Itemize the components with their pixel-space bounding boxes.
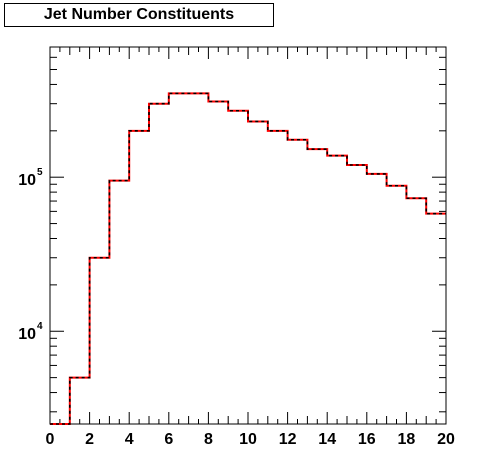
- x-tick-label: 18: [398, 431, 416, 448]
- x-tick-label: 12: [279, 431, 297, 448]
- x-tick-label: 16: [358, 431, 376, 448]
- x-tick-label: 4: [125, 431, 134, 448]
- x-tick-label: 10: [239, 431, 257, 448]
- y-tick-label-exponent: 4: [37, 321, 43, 332]
- x-tick-label: 0: [46, 431, 55, 448]
- x-tick-label: 6: [164, 431, 173, 448]
- y-tick-label-base: 10: [18, 172, 36, 189]
- y-tick-label-base: 10: [18, 326, 36, 343]
- chart-title: Jet Number Constituents: [43, 6, 235, 23]
- y-tick-label-exponent: 5: [37, 167, 43, 178]
- x-tick-label: 8: [204, 431, 213, 448]
- x-tick-label: 14: [318, 431, 336, 448]
- title-box: Jet Number Constituents: [4, 3, 274, 27]
- x-tick-label: 20: [437, 431, 455, 448]
- histogram-series-red: [50, 92, 446, 425]
- x-tick-label: 2: [85, 431, 94, 448]
